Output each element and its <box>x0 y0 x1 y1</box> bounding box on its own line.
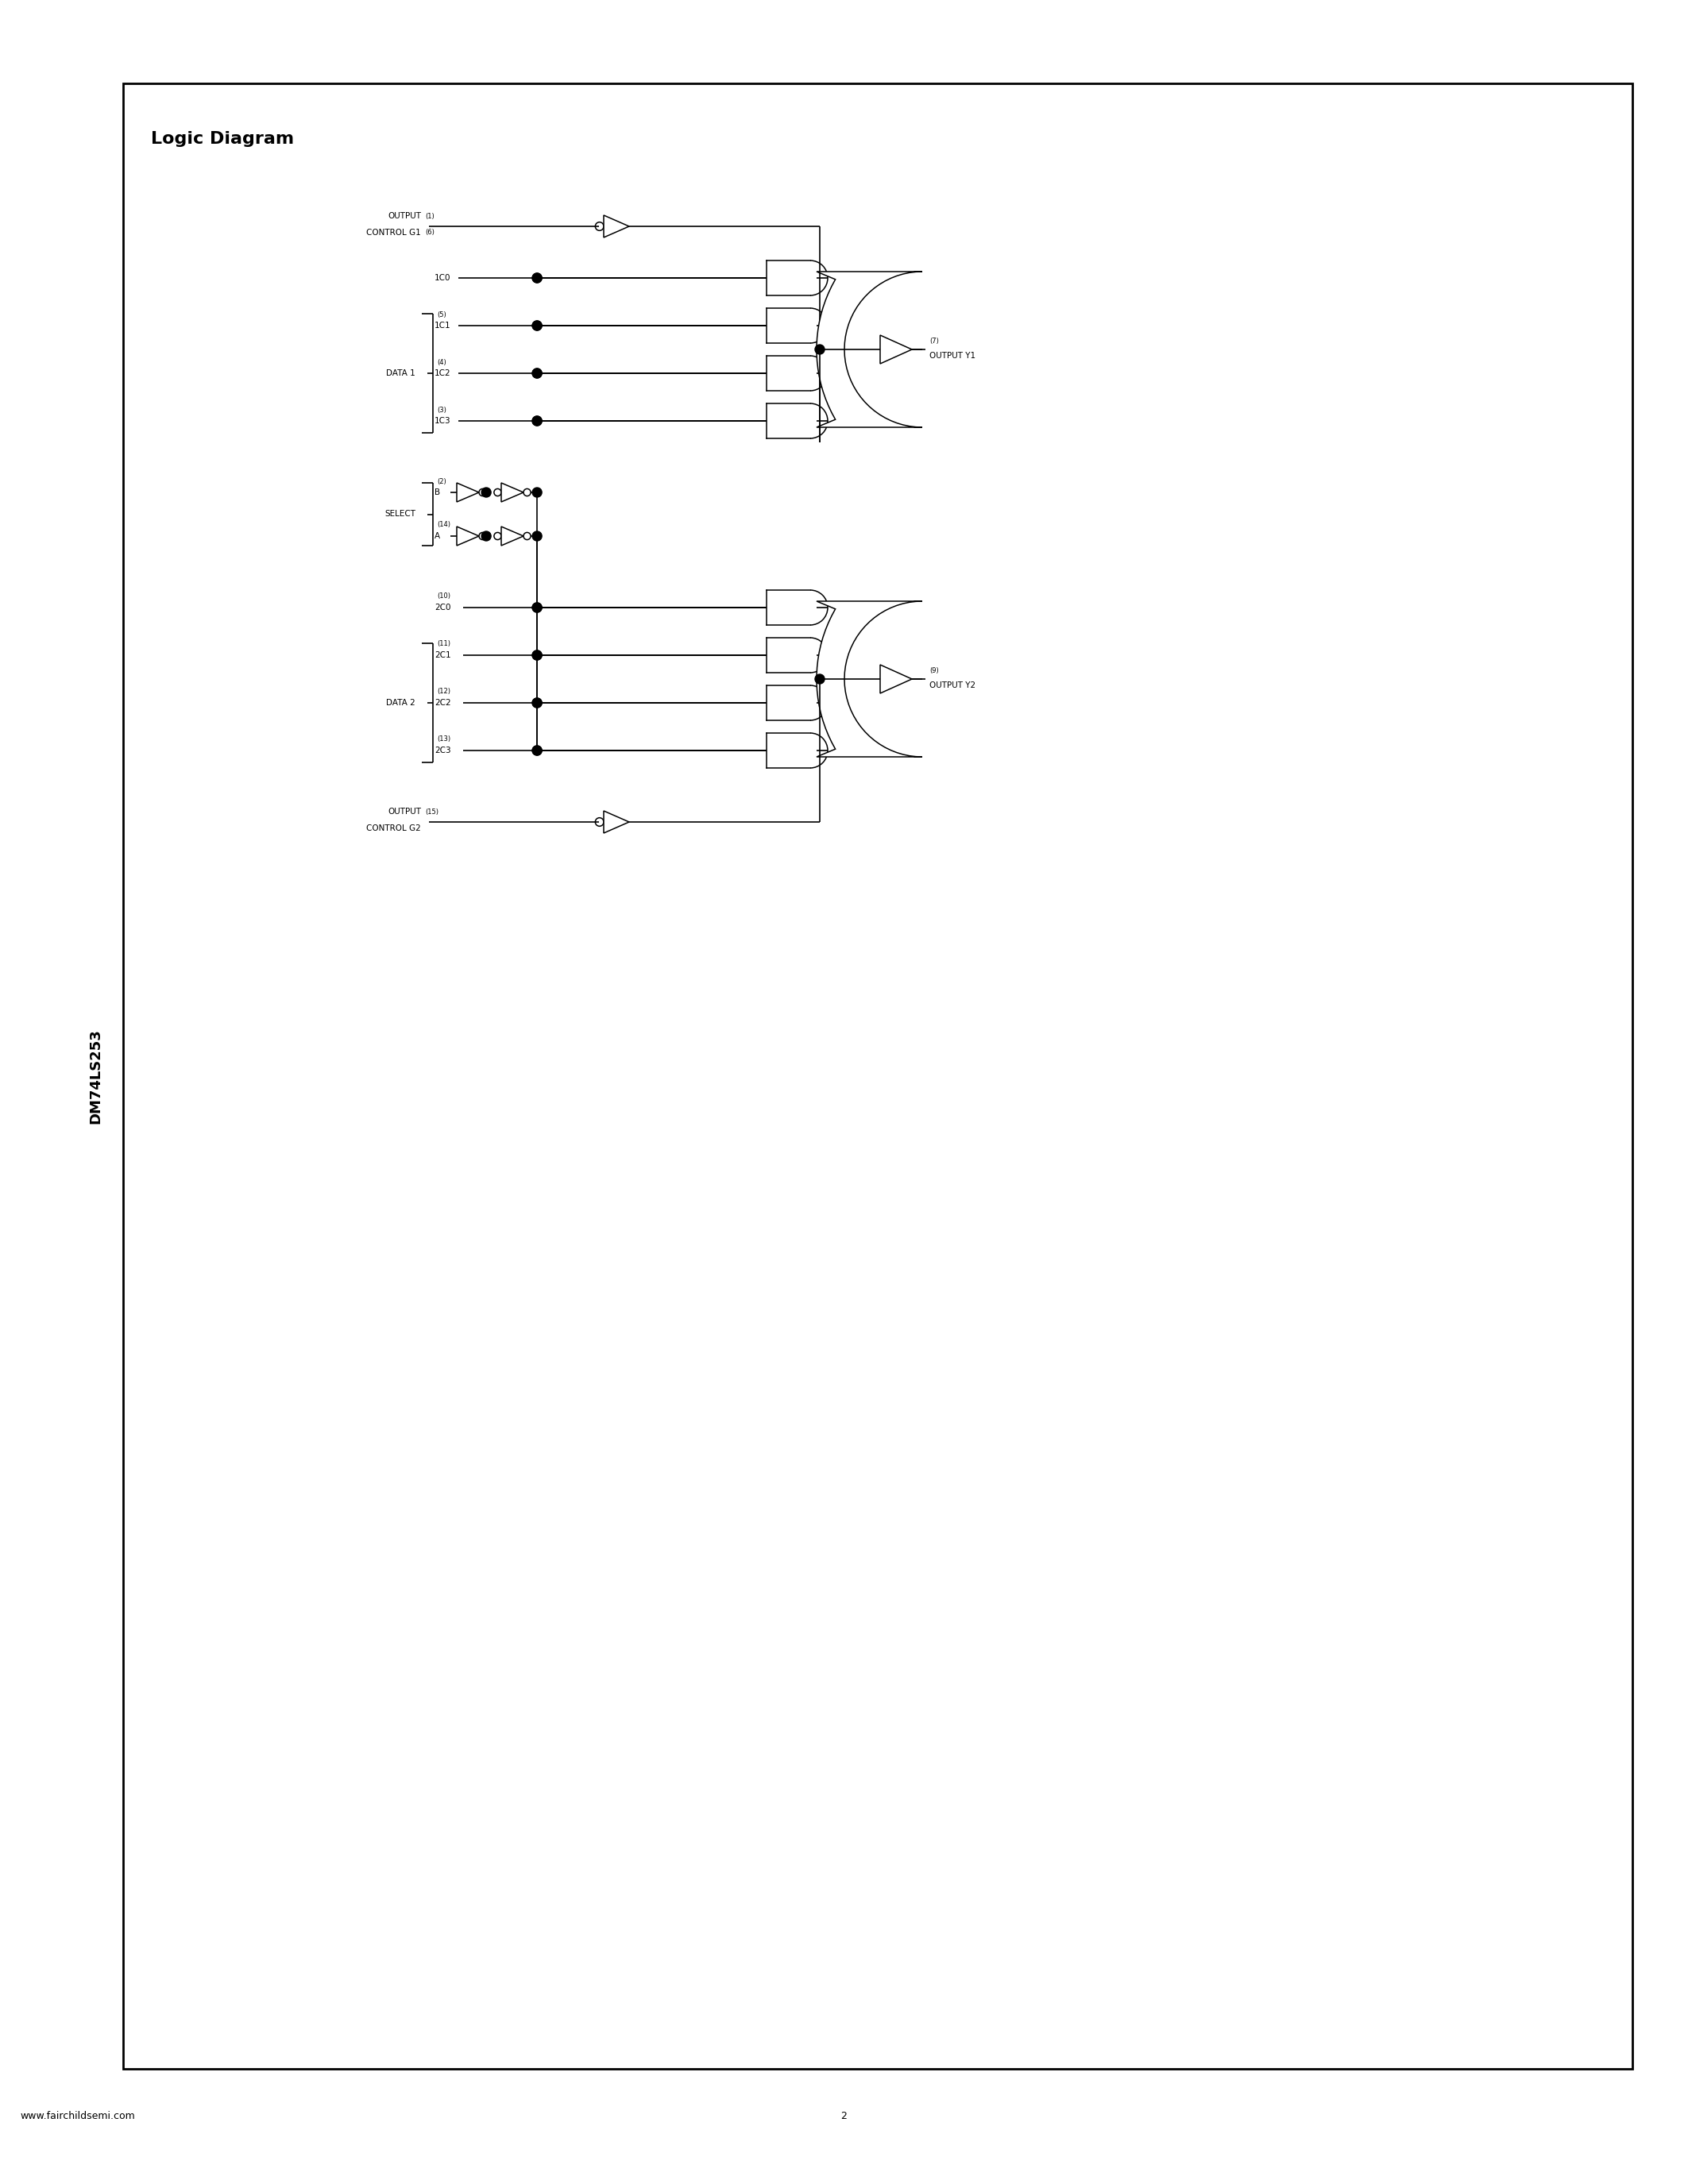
Polygon shape <box>817 271 922 428</box>
Text: 2C1: 2C1 <box>434 651 451 660</box>
Circle shape <box>532 321 542 330</box>
Text: CONTROL G1: CONTROL G1 <box>366 229 420 236</box>
Text: (9): (9) <box>930 668 939 675</box>
Text: 2C2: 2C2 <box>434 699 451 708</box>
Text: (3): (3) <box>437 406 446 413</box>
Text: A: A <box>434 533 441 539</box>
Bar <box>123 83 1632 2068</box>
Text: DATA 2: DATA 2 <box>387 699 415 708</box>
Text: 1C0: 1C0 <box>434 273 451 282</box>
Text: (1): (1) <box>425 212 434 221</box>
Circle shape <box>481 531 491 542</box>
Text: DATA 1: DATA 1 <box>387 369 415 378</box>
Text: (2): (2) <box>437 478 446 485</box>
Text: OUTPUT Y2: OUTPUT Y2 <box>930 681 976 690</box>
Text: 2C3: 2C3 <box>434 747 451 753</box>
Text: (15): (15) <box>425 808 439 815</box>
Text: www.fairchildsemi.com: www.fairchildsemi.com <box>20 2112 135 2121</box>
Polygon shape <box>501 526 523 546</box>
Circle shape <box>532 699 542 708</box>
Text: CONTROL G2: CONTROL G2 <box>366 823 420 832</box>
Circle shape <box>532 369 542 378</box>
Text: (13): (13) <box>437 736 451 743</box>
Circle shape <box>532 487 542 498</box>
Polygon shape <box>457 526 479 546</box>
Text: OUTPUT Y1: OUTPUT Y1 <box>930 352 976 360</box>
Circle shape <box>532 417 542 426</box>
Text: (7): (7) <box>930 339 939 345</box>
Text: Logic Diagram: Logic Diagram <box>150 131 294 146</box>
Polygon shape <box>879 664 912 692</box>
Text: OUTPUT: OUTPUT <box>388 212 420 221</box>
Circle shape <box>532 651 542 660</box>
Circle shape <box>532 531 542 542</box>
Text: 1C2: 1C2 <box>434 369 451 378</box>
Circle shape <box>532 745 542 756</box>
Polygon shape <box>457 483 479 502</box>
Circle shape <box>532 745 542 756</box>
Text: (4): (4) <box>437 358 446 365</box>
Circle shape <box>532 369 542 378</box>
Text: 2C0: 2C0 <box>434 603 451 612</box>
Text: (6): (6) <box>425 229 434 236</box>
Text: (10): (10) <box>437 592 451 601</box>
Circle shape <box>815 675 824 684</box>
Circle shape <box>532 603 542 612</box>
Circle shape <box>532 699 542 708</box>
Text: (12): (12) <box>437 688 451 695</box>
Polygon shape <box>879 334 912 365</box>
Text: 1C1: 1C1 <box>434 321 451 330</box>
Circle shape <box>532 321 542 330</box>
Circle shape <box>532 273 542 282</box>
Circle shape <box>481 487 491 498</box>
Polygon shape <box>501 483 523 502</box>
Circle shape <box>532 417 542 426</box>
Circle shape <box>815 345 824 354</box>
Text: (14): (14) <box>437 522 451 529</box>
Text: (5): (5) <box>437 310 446 319</box>
Text: DM74LS253: DM74LS253 <box>88 1029 103 1123</box>
Circle shape <box>532 651 542 660</box>
Polygon shape <box>604 810 630 832</box>
Text: (11): (11) <box>437 640 451 649</box>
Text: SELECT: SELECT <box>385 511 415 518</box>
Text: B: B <box>434 489 441 496</box>
Text: 1C3: 1C3 <box>434 417 451 426</box>
Circle shape <box>532 603 542 612</box>
Text: 2: 2 <box>841 2112 847 2121</box>
Circle shape <box>532 273 542 282</box>
Polygon shape <box>817 601 922 758</box>
Text: OUTPUT: OUTPUT <box>388 808 420 815</box>
Polygon shape <box>604 216 630 238</box>
